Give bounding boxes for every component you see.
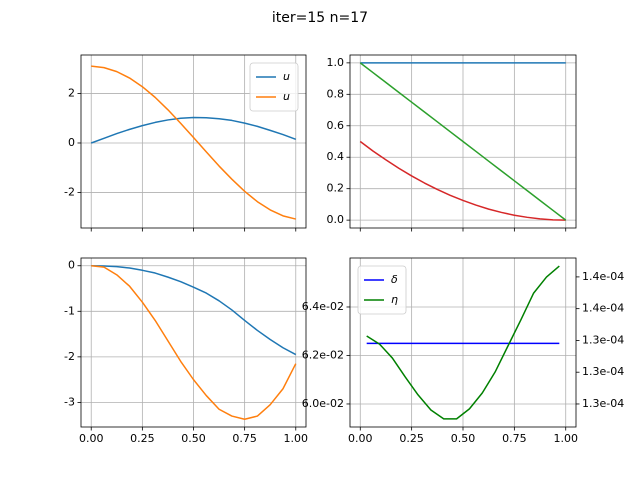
series-line [91, 264, 297, 421]
legend-box [357, 265, 407, 315]
series-line [366, 265, 560, 420]
y-tick-label: 0.8 [327, 87, 345, 100]
figure-title: iter=15 n=17 [272, 10, 368, 26]
y-tick-label: 0 [68, 259, 75, 272]
legend-box [249, 62, 299, 112]
y-tick-label: -1 [64, 304, 75, 317]
y2-tick-label: 1.4e-04 [582, 302, 624, 315]
x-tick-label: 0.75 [502, 432, 527, 445]
x-tick-label: 0.50 [181, 432, 206, 445]
x-tick-label: 0.25 [399, 432, 424, 445]
x-tick-label: 0.75 [232, 432, 257, 445]
y2-tick-label: 1.3e-04 [582, 397, 624, 410]
legend-label: u [283, 70, 290, 83]
y-tick-label: 0 [68, 136, 75, 149]
series-line [359, 140, 566, 221]
y-tick-label: 6.4e-02 [302, 300, 344, 313]
y-tick-label: 6.0e-02 [302, 397, 344, 410]
series-line [90, 116, 297, 144]
y-tick-label: -2 [64, 350, 75, 363]
y-tick-label: 6.2e-02 [302, 348, 344, 361]
x-tick-label: 1.00 [284, 432, 309, 445]
y-tick-label: 0.0 [327, 213, 345, 226]
y2-tick-label: 1.3e-04 [582, 333, 624, 346]
y2-tick-label: 1.3e-04 [582, 365, 624, 378]
y-tick-label: 0.6 [327, 119, 345, 132]
y-tick-label: -3 [64, 395, 75, 408]
y-tick-label: 0.2 [327, 182, 345, 195]
x-tick-label: 0.25 [130, 432, 155, 445]
x-tick-label: 0.00 [348, 432, 373, 445]
x-tick-label: 1.00 [553, 432, 578, 445]
legend-label: δ [391, 273, 398, 286]
y-tick-label: 1.0 [327, 56, 345, 69]
series-line [359, 62, 567, 221]
y2-tick-label: 1.4e-04 [582, 270, 624, 283]
y-tick-label: 0.4 [327, 150, 345, 163]
series-line [91, 264, 297, 356]
y-tick-label: -2 [64, 186, 75, 199]
legend-label: u [283, 90, 290, 103]
x-tick-label: 0.00 [79, 432, 104, 445]
x-tick-label: 0.50 [451, 432, 476, 445]
y-tick-label: 2 [68, 86, 75, 99]
legend-label: η [391, 293, 398, 306]
series-line [91, 65, 296, 220]
